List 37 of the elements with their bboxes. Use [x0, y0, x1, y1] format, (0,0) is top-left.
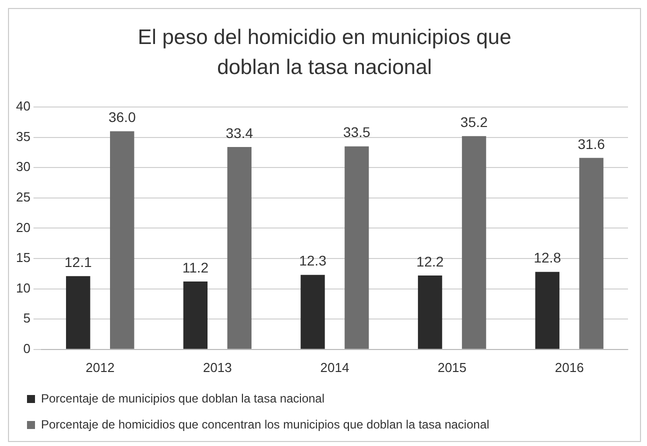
bar	[66, 276, 90, 349]
data-label: 12.2	[416, 253, 444, 270]
bar	[300, 274, 325, 349]
data-label: 35.2	[460, 114, 488, 130]
y-tick-label: 0	[23, 340, 30, 356]
data-label: 12.1	[64, 254, 92, 270]
y-tick-label: 30	[16, 159, 30, 174]
bar	[535, 272, 560, 349]
y-tick-label: 20	[16, 220, 30, 235]
legend-label: Porcentaje de municipios que doblan la tasa nacional	[41, 391, 325, 406]
x-tick-label: 2015	[438, 360, 466, 375]
chart-title: El peso del homicidio en municipios que doblan la tasa nacional	[136, 25, 512, 81]
bar	[183, 282, 208, 349]
bar	[110, 131, 134, 349]
x-tick-label: 2016	[554, 360, 584, 375]
y-tick-label: 10	[16, 280, 30, 296]
x-tick-label: 2012	[86, 360, 115, 375]
x-tick-label: 2013	[202, 360, 232, 375]
data-label: 11.2	[182, 259, 209, 276]
bar	[344, 146, 369, 349]
y-tick-label: 40	[16, 98, 30, 114]
y-tick-label: 15	[16, 250, 30, 266]
bar	[462, 136, 486, 349]
bar	[579, 158, 604, 349]
bar	[418, 275, 442, 349]
y-tick-label: 25	[16, 189, 30, 204]
data-label: 33.5	[343, 124, 371, 140]
legend-label: Porcentaje de homicidios que concentran los municipios que doblan la tasa nacional	[41, 417, 490, 432]
x-tick-label: 2014	[320, 360, 350, 375]
y-tick-label: 5	[23, 310, 30, 326]
data-label: 31.6	[578, 136, 606, 152]
data-label: 33.4	[226, 124, 254, 141]
data-label: 12.3	[299, 252, 327, 269]
y-tick-label: 35	[16, 128, 30, 144]
data-label: 36.0	[108, 109, 136, 126]
data-label: 12.8	[534, 250, 562, 266]
bar	[227, 146, 252, 349]
